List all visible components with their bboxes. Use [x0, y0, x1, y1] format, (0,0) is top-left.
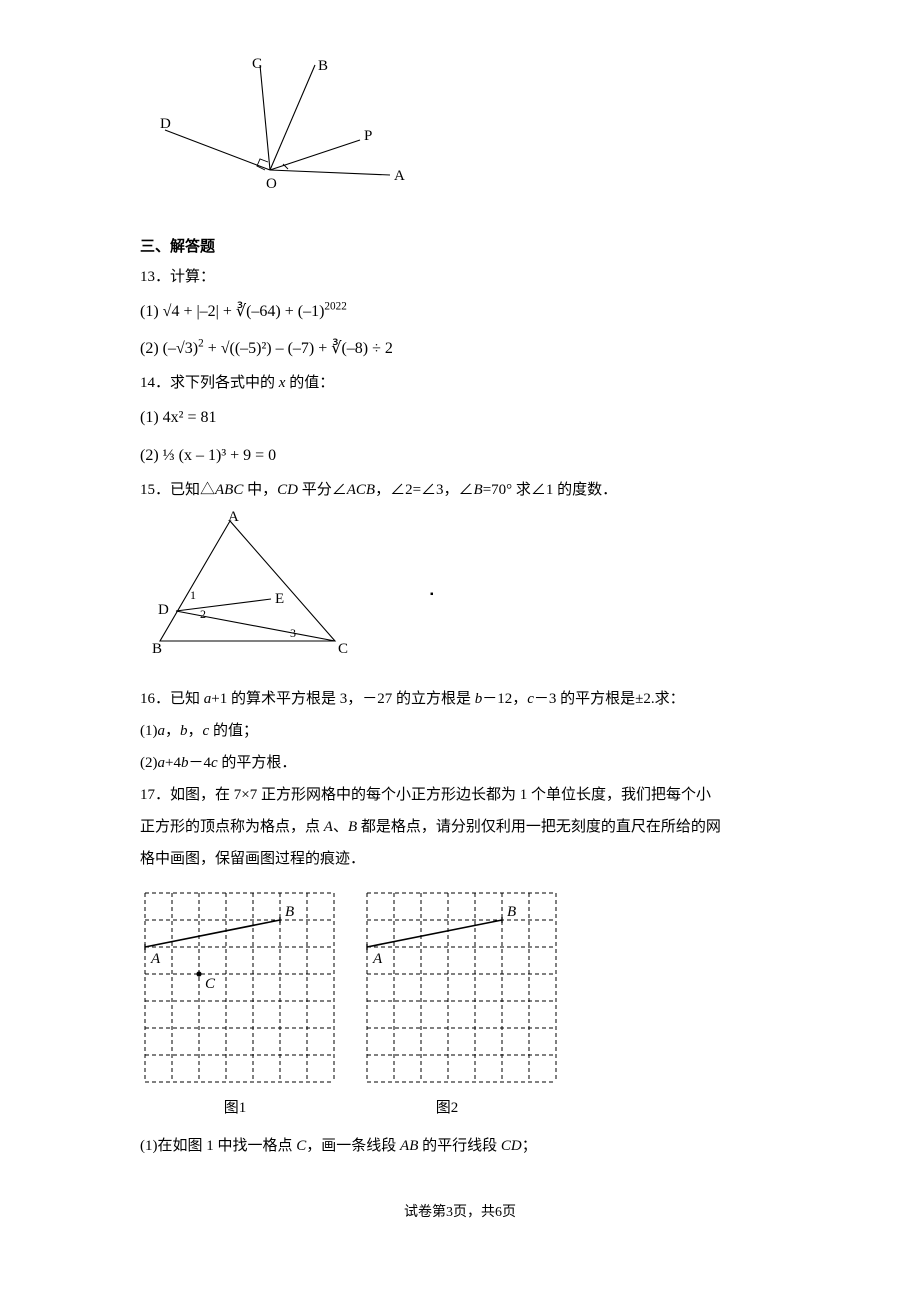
q16-stem: 16．已知 a+1 的算术平方根是 3，－27 的立方根是 b－12，c－3 的…	[140, 684, 780, 714]
tri-label-2: 2	[200, 607, 206, 621]
q13-p1-prefix: (1)	[140, 303, 159, 320]
grid-pair: ABC AB	[140, 888, 780, 1088]
svg-text:A: A	[150, 951, 161, 967]
label-B: B	[318, 58, 328, 74]
rays-svg: O A P B C D	[160, 50, 420, 200]
svg-text:C: C	[205, 976, 216, 992]
tri-label-C: C	[338, 641, 348, 657]
grid1-caption: 图1	[140, 1096, 330, 1117]
q13-p2-prefix: (2)	[140, 340, 159, 357]
label-P: P	[364, 128, 372, 144]
tri-label-E: E	[275, 591, 284, 607]
q15-stem: 15．已知△ABC 中，CD 平分∠ACB，∠2=∠3，∠B=70° 求∠1 的…	[140, 475, 780, 505]
q16-p2: (2)a+4b－4c 的平方根．	[140, 748, 780, 778]
label-O: O	[266, 176, 277, 192]
figure-triangle: A B C D E 1 2 3 ▪	[150, 511, 780, 666]
tri-label-D: D	[158, 602, 169, 618]
q13-p1: (1) √4 + |–2| + ∛(–64) + (–1)2022	[140, 294, 780, 329]
q14-stem: 14．求下列各式中的 x 的值：	[140, 368, 780, 398]
tri-label-B: B	[152, 641, 162, 657]
label-D: D	[160, 116, 171, 132]
svg-text:A: A	[372, 951, 383, 967]
page: O A P B C D 三、解答题 13．计算： (1) √4 + |–2| +…	[0, 0, 920, 1302]
page-footer: 试卷第3页，共6页	[140, 1201, 780, 1221]
tri-label-A: A	[228, 511, 239, 525]
q17-p1: (1)在如图 1 中找一格点 C，画一条线段 AB 的平行线段 CD；	[140, 1131, 780, 1161]
mid-page-marker: ▪	[430, 586, 434, 604]
q17-stem-line1: 17．如图，在 7×7 正方形网格中的每个小正方形边长都为 1 个单位长度，我们…	[140, 780, 780, 810]
q13-stem: 13．计算：	[140, 262, 780, 292]
q13-p1-expr: √4 + |–2| + ∛(–64) + (–1)	[163, 303, 325, 320]
grid2-caption: 图2	[352, 1096, 542, 1117]
q13-p2-expr-b: + √((–5)²) – (–7) + ∛(–8) ÷ 2	[204, 340, 393, 357]
q17-stem-line3: 格中画图，保留画图过程的痕迹．	[140, 844, 780, 874]
tri-label-3: 3	[290, 626, 296, 640]
grid1-svg: A B C	[140, 888, 340, 1088]
label-C: C	[252, 56, 262, 72]
figure-rays: O A P B C D	[160, 50, 780, 205]
section-3-heading: 三、解答题	[140, 235, 780, 256]
q14-p2: (2) ⅓ (x – 1)³ + 9 = 0	[140, 438, 780, 473]
q13-p2-expr-a: (–√3)	[163, 340, 198, 357]
label-A: A	[394, 168, 405, 184]
q14-p1: (1) 4x² = 81	[140, 400, 780, 435]
grid-captions: 图1 图2	[140, 1096, 780, 1117]
triangle-svg: A B C D E 1 2 3	[150, 511, 360, 661]
q16-p1: (1)a，b，c 的值；	[140, 716, 780, 746]
svg-text:B: B	[507, 904, 516, 920]
grid2-svg: AB	[362, 888, 562, 1088]
q17-stem-line2: 正方形的顶点称为格点，点 A、B 都是格点，请分别仅利用一把无刻度的直尺在所给的…	[140, 812, 780, 842]
q13-p1-exp: 2022	[324, 301, 346, 313]
q13-p2: (2) (–√3)2 + √((–5)²) – (–7) + ∛(–8) ÷ 2	[140, 331, 780, 366]
svg-text:B: B	[285, 904, 294, 920]
tri-label-1: 1	[190, 588, 196, 602]
